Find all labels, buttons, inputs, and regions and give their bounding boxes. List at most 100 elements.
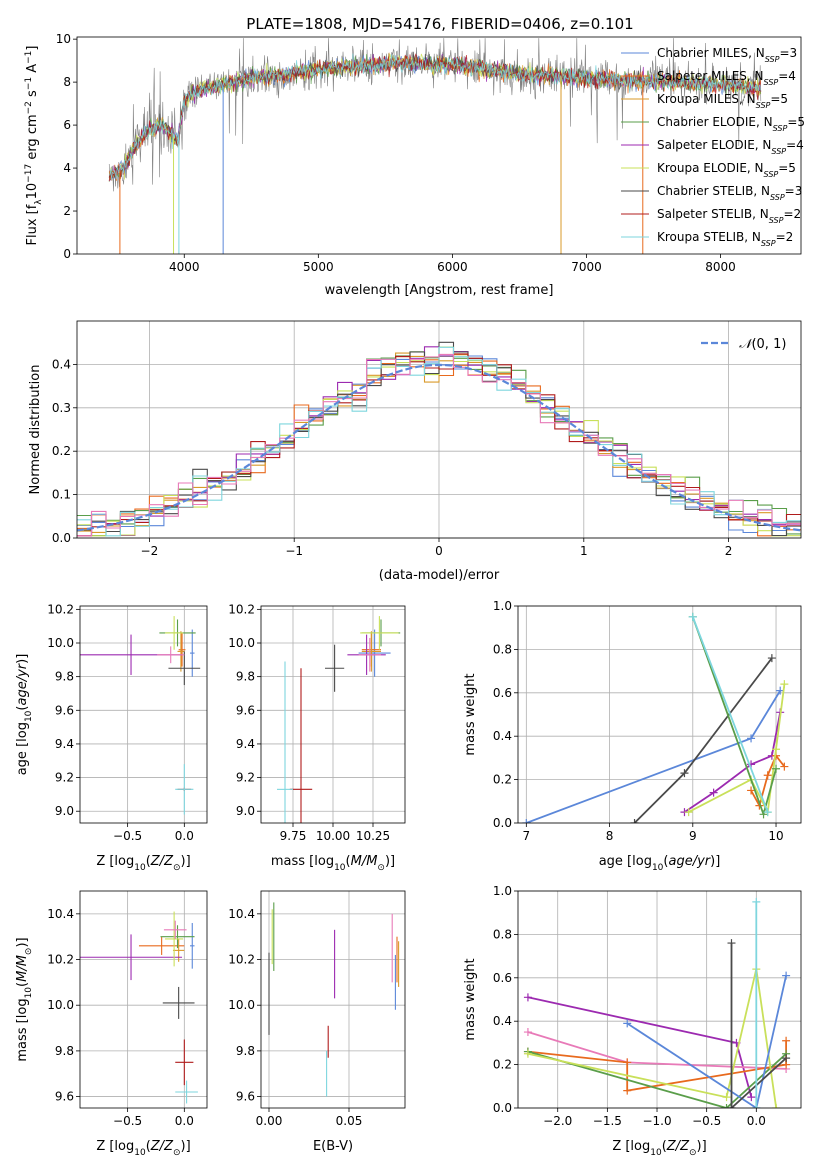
weight-marker xyxy=(623,1086,632,1095)
weight-marker xyxy=(772,1104,781,1108)
legend-label: Chabrier MILES, NSSP=3 xyxy=(657,46,797,64)
y-tick-label: 10.2 xyxy=(47,953,74,967)
y-tick-label: 0.2 xyxy=(52,444,71,458)
weight-marker xyxy=(684,808,693,817)
x-axis-label: wavelength [Angstrom, rest frame] xyxy=(325,283,554,298)
x-tick-label: 0.0 xyxy=(747,1114,766,1128)
model-spectrum xyxy=(108,51,762,180)
y-tick-label: 0 xyxy=(63,247,71,261)
x-axis-label: Z [log10(Z/Z⊙)] xyxy=(96,1139,190,1158)
y-tick-label: 10.2 xyxy=(228,953,255,967)
x-axis-label: mass [log10(M/M⊙)] xyxy=(271,854,395,873)
x-tick-label: −1.0 xyxy=(642,1114,671,1128)
legend-label: Kroupa STELIB, NSSP=2 xyxy=(657,230,793,248)
y-tick-label: 10.4 xyxy=(228,907,255,921)
normal-curve xyxy=(77,363,801,532)
weight-line xyxy=(527,968,778,1108)
x-tick-label: 5000 xyxy=(303,260,334,274)
weight-marker xyxy=(752,1104,761,1108)
y-tick-label: 0.6 xyxy=(493,971,512,985)
y-axis-label: age [log10(age/yr)] xyxy=(15,654,34,776)
weight-marker xyxy=(747,786,756,795)
x-tick-label: 0.05 xyxy=(336,1114,363,1128)
panel-age_vs_mass: 9.75 10.00 10.25 9.0 9.2 9.4 9.6 9.8 10.0 10.2 mas… xyxy=(228,602,406,873)
y-tick-label: 0.4 xyxy=(52,357,71,371)
weight-marker xyxy=(722,1104,731,1108)
y-tick-label: 9.6 xyxy=(55,703,74,717)
plot-area xyxy=(108,38,762,254)
model-spectrum xyxy=(109,53,762,181)
plot-area xyxy=(523,897,791,1108)
legend-label: Salpeter ELODIE, NSSP=4 xyxy=(657,138,804,156)
x-tick-label: 10 xyxy=(768,829,783,843)
y-tick-label: 0.0 xyxy=(493,816,512,830)
y-tick-label: 9.2 xyxy=(236,771,255,785)
legend-label: Kroupa MILES, NSSP=5 xyxy=(657,92,788,110)
weight-marker xyxy=(747,1093,756,1102)
y-tick-label: 0.0 xyxy=(493,1101,512,1115)
y-tick-label: 0.2 xyxy=(493,1058,512,1072)
weight-marker xyxy=(688,612,697,621)
weight-marker xyxy=(680,769,689,778)
y-tick-label: 9.4 xyxy=(55,737,74,751)
panel-spectrum: 4000 5000 6000 7000 8000 0 2 4 6 8 10 Chabrier MILE… xyxy=(24,32,805,298)
weight-marker xyxy=(523,1028,532,1037)
legend-label: 𝒩(0, 1) xyxy=(739,337,786,352)
y-axis-label: mass weight xyxy=(463,958,478,1040)
weight-line xyxy=(730,943,787,1108)
weight-line xyxy=(691,616,769,813)
weight-marker xyxy=(623,1019,632,1028)
y-tick-label: 9.0 xyxy=(236,804,255,818)
weight-marker xyxy=(630,819,639,823)
y-tick-label: 0.8 xyxy=(493,642,512,656)
x-axis-label: Z [log10(Z/Z⊙)] xyxy=(96,854,190,873)
y-tick-label: 4 xyxy=(63,161,71,175)
x-tick-label: −1.5 xyxy=(593,1114,622,1128)
y-tick-label: 9.8 xyxy=(55,670,74,684)
y-tick-label: 10.0 xyxy=(228,636,255,650)
weight-marker xyxy=(722,1093,731,1102)
axes-frame xyxy=(76,320,802,539)
panel-massweight_vs_age: 7 8 9 10 0.0 0.2 0.4 0.6 0.8 1.0 age [log10(age/yr… xyxy=(463,599,802,873)
plot-area xyxy=(522,612,789,823)
weight-marker xyxy=(780,762,789,771)
y-tick-label: 10.0 xyxy=(47,636,74,650)
y-tick-label: 0.1 xyxy=(52,488,71,502)
legend-label: Chabrier ELODIE, NSSP=5 xyxy=(657,115,805,133)
x-tick-label: 0.0 xyxy=(175,829,194,843)
y-tick-label: 10.0 xyxy=(47,998,74,1012)
plot-area xyxy=(80,616,201,815)
y-tick-label: 10.2 xyxy=(228,602,255,616)
x-tick-label: 7 xyxy=(523,829,531,843)
x-tick-label: −0.5 xyxy=(113,829,142,843)
weight-marker xyxy=(772,764,781,773)
weight-marker xyxy=(782,1054,791,1063)
weight-marker xyxy=(523,993,532,1002)
weight-line xyxy=(691,616,777,818)
y-axis-label: mass [log10(M/M⊙)] xyxy=(15,937,34,1061)
observed-spectrum xyxy=(108,38,762,192)
y-tick-label: 0.2 xyxy=(493,773,512,787)
y-tick-label: 9.6 xyxy=(236,1090,255,1104)
x-axis-label: (data-model)/error xyxy=(379,568,500,583)
y-tick-label: 1.0 xyxy=(493,884,512,898)
residual-histogram xyxy=(77,353,801,537)
legend-label: Kroupa ELODIE, NSSP=5 xyxy=(657,161,796,179)
y-tick-label: 9.8 xyxy=(236,1044,255,1058)
x-axis-label: Z [log10(Z/Z⊙)] xyxy=(612,1139,706,1158)
y-tick-label: 9.6 xyxy=(236,703,255,717)
legend-label: Chabrier STELIB, NSSP=3 xyxy=(657,184,802,202)
panel-mass_vs_Z: −0.5 0.0 9.6 9.8 10.0 10.2 10.4 Z [log10(Z/Z⊙)]… xyxy=(15,890,208,1158)
x-tick-label: 7000 xyxy=(571,260,602,274)
y-tick-label: 1.0 xyxy=(493,599,512,613)
x-tick-label: −1 xyxy=(285,544,303,558)
axes-frame xyxy=(517,890,802,1109)
x-tick-label: 10.25 xyxy=(356,829,390,843)
weight-line xyxy=(626,975,787,1108)
weight-marker xyxy=(727,1104,736,1108)
panel-massweight_vs_Z: −2.0 −1.5 −1.0 −0.5 0.0 0.0 0.2 0.4 0.6 0.8 1.0 Z [… xyxy=(463,884,802,1158)
weight-marker xyxy=(727,939,736,948)
x-tick-label: 9 xyxy=(689,829,697,843)
x-tick-label: 10.00 xyxy=(316,829,350,843)
legend-label: Salpeter MILES, NSSP=4 xyxy=(657,69,796,87)
